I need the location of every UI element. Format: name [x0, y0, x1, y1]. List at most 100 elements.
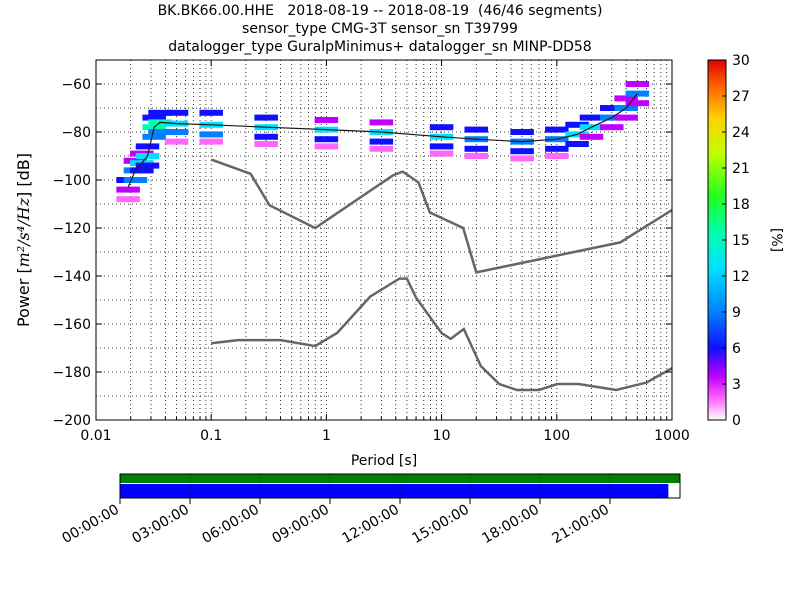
heatmap-cell: [369, 138, 394, 145]
heatmap-cell: [123, 177, 148, 183]
heatmap-cell: [464, 153, 489, 159]
heatmap-cell: [314, 143, 339, 150]
x-tick-label: 0.01: [80, 428, 111, 444]
colorbar-tick-label: 27: [732, 89, 750, 105]
heatmap-cell: [625, 90, 650, 97]
heatmap-cell: [164, 109, 189, 116]
x-tick-label: 1: [322, 428, 331, 444]
heatmap-cell: [314, 117, 339, 123]
mode-line: [127, 93, 638, 188]
y-axis-label-units: m²/s⁴/Hz: [14, 197, 33, 267]
coverage-tick-label: 21:00:00: [550, 502, 612, 547]
x-tick-label: 10: [433, 428, 451, 444]
heatmap-cell: [614, 114, 638, 121]
heatmap-cell: [130, 167, 154, 174]
heatmap-cell: [614, 95, 638, 102]
colorbar-tick-label: 21: [732, 161, 750, 177]
heatmap-cell: [600, 105, 624, 111]
y-tick-label: −140: [53, 269, 91, 285]
heatmap: [116, 81, 650, 203]
coverage-tick-label: 09:00:00: [270, 502, 332, 547]
colorbar-tick-label: 0: [732, 413, 741, 429]
colorbar-tick-label: 12: [732, 269, 750, 285]
heatmap-cell: [199, 131, 223, 138]
y-tick-label: −100: [53, 173, 91, 189]
y-axis-label-prefix: Power [: [14, 267, 33, 327]
heatmap-cell: [429, 143, 454, 150]
heatmap-cell: [369, 145, 394, 152]
coverage-tick-label: 12:00:00: [340, 502, 402, 547]
heatmap-cell: [625, 100, 650, 107]
coverage-tick-label: 15:00:00: [410, 502, 472, 547]
heatmap-cell: [254, 141, 278, 147]
colorbar-tick-label: 6: [732, 341, 741, 357]
heatmap-cell: [254, 114, 278, 121]
coverage-tick-label: 18:00:00: [480, 502, 542, 547]
colorbar-tick-label: 30: [732, 53, 750, 69]
heatmap-cell: [464, 145, 489, 152]
heatmap-cell: [142, 114, 166, 121]
y-tick-label: −80: [61, 125, 91, 141]
heatmap-cell: [135, 162, 160, 169]
heatmap-cell: [464, 126, 489, 133]
title-line-3: datalogger_type GuralpMinimus+ datalogge…: [168, 39, 592, 55]
high-noise-model-line: [210, 158, 672, 274]
heatmap-cell: [148, 109, 172, 116]
heatmap-cell: [148, 129, 172, 135]
heatmap-cell: [510, 129, 534, 135]
heatmap-cell: [545, 145, 569, 152]
heatmap-cell: [116, 196, 140, 203]
colorbar-tick-label: 24: [732, 125, 750, 141]
heatmap-cell: [135, 143, 160, 150]
heatmap-cell: [510, 148, 534, 155]
heatmap-cell: [545, 153, 569, 159]
plot-lines: [127, 93, 672, 392]
heatmap-cell: [600, 124, 624, 131]
y-tick-label: −180: [53, 365, 91, 381]
coverage-tick-label: 06:00:00: [200, 502, 262, 547]
colorbar-tick-label: 3: [732, 377, 741, 393]
heatmap-cell: [510, 155, 534, 162]
colorbar-tick-label: 9: [732, 305, 741, 321]
y-tick-label: −200: [53, 413, 91, 429]
coverage-tick-label: 03:00:00: [130, 502, 192, 547]
heatmap-cell: [314, 136, 339, 143]
y-tick-label: −120: [53, 221, 91, 237]
x-axis: 0.01 0.1 1 10 100 1000: [80, 60, 690, 444]
y-tick-label: −160: [53, 317, 91, 333]
low-noise-model-line: [211, 277, 672, 392]
coverage-data-bar: [120, 484, 669, 498]
heatmap-cell: [199, 109, 223, 116]
heatmap-cell: [142, 133, 166, 140]
title-line-1: BK.BK66.00.HHE 2018-08-19 -- 2018-08-19 …: [157, 3, 603, 19]
y-axis: −200 −180 −160 −140 −120 −100 −80 −60: [53, 77, 672, 429]
heatmap-cell: [579, 114, 604, 121]
heatmap-cell: [429, 124, 454, 131]
colorbar-label: [%]: [768, 228, 784, 252]
heatmap-cell: [164, 138, 189, 145]
colorbar-ticks: 0 3 6 9 12 15 18 21 24 27 30: [722, 53, 750, 429]
coverage-tick-label: 00:00:00: [60, 502, 122, 547]
title-line-2: sensor_type CMG-3T sensor_sn T39799: [242, 21, 518, 37]
x-tick-label: 1000: [654, 428, 690, 444]
heatmap-cell: [254, 133, 278, 140]
colorbar-tick-label: 15: [732, 233, 750, 249]
y-tick-label: −60: [61, 77, 91, 93]
plot-frame: [95, 59, 673, 421]
heatmap-cell: [625, 81, 650, 87]
chart-title: BK.BK66.00.HHE 2018-08-19 -- 2018-08-19 …: [80, 2, 680, 56]
x-tick-label: 0.1: [200, 428, 222, 444]
y-axis-label: Power [m²/s⁴/Hz] [dB]: [14, 153, 33, 327]
heatmap-cell: [199, 138, 223, 145]
heatmap-cell: [579, 133, 604, 140]
y-axis-label-suffix: ] [dB]: [14, 153, 33, 198]
heatmap-cell: [369, 119, 394, 126]
heatmap-cell: [164, 129, 189, 135]
x-axis-label: Period [s]: [351, 453, 417, 469]
heatmap-cell: [565, 141, 589, 147]
heatmap-cell: [565, 121, 589, 128]
colorbar-tick-label: 18: [732, 197, 750, 213]
heatmap-cell: [429, 150, 454, 157]
heatmap-cell: [545, 126, 569, 133]
